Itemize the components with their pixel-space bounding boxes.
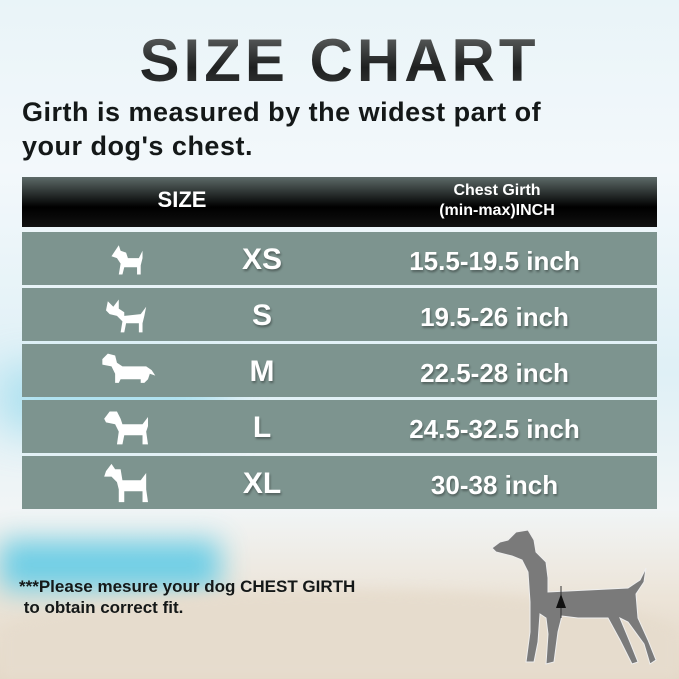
table-row: M 22.5-28 inch <box>22 344 657 397</box>
table-row: XL 30-38 inch <box>22 456 657 509</box>
table-body: XS 15.5-19.5 inch S 19.5-26 inch M 22.5-… <box>22 232 657 509</box>
girth-value: 15.5-19.5 inch <box>409 246 580 276</box>
note-line: ***Please mesure your dog CHEST GIRTH <box>19 577 356 596</box>
dachshund-icon <box>102 353 156 383</box>
size-label: XL <box>242 467 282 500</box>
size-label: XS <box>241 243 283 276</box>
subtitle-line: your dog's chest. <box>22 131 253 161</box>
girth-value: 22.5-28 inch <box>420 358 569 388</box>
table-row: L 24.5-32.5 inch <box>22 400 657 453</box>
header-girth: Chest Girth (min-max)INCH <box>342 181 652 221</box>
measure-note: ***Please mesure your dog CHEST GIRTH to… <box>19 576 355 618</box>
girth-value: 19.5-26 inch <box>420 302 569 332</box>
table-header: SIZE Chest Girth (min-max)INCH <box>22 177 657 227</box>
chihuahua-icon <box>106 299 147 333</box>
girth-value: 30-38 inch <box>430 470 559 500</box>
measuring-dog-icon <box>491 529 657 665</box>
page-title: SIZE CHART <box>0 26 679 95</box>
note-line: to obtain correct fit. <box>19 598 184 617</box>
medium-dog-icon <box>104 411 148 445</box>
subtitle: Girth is measured by the widest part of … <box>22 95 662 163</box>
small-dog-icon <box>111 245 143 275</box>
size-label: S <box>251 299 272 332</box>
background-water <box>0 540 220 590</box>
subtitle-line: Girth is measured by the widest part of <box>22 97 542 127</box>
girth-value: 24.5-32.5 inch <box>409 414 580 444</box>
table-row: XS 15.5-19.5 inch <box>22 232 657 285</box>
header-girth-line: (min-max)INCH <box>439 202 555 219</box>
size-label: L <box>252 411 272 444</box>
great-dane-icon <box>104 463 148 503</box>
header-size: SIZE <box>157 187 207 212</box>
size-label: M <box>249 355 275 388</box>
size-table: SIZE Chest Girth (min-max)INCH XS 15.5-1… <box>22 177 657 509</box>
table-row: S 19.5-26 inch <box>22 288 657 341</box>
header-girth-line: Chest Girth <box>453 182 541 199</box>
